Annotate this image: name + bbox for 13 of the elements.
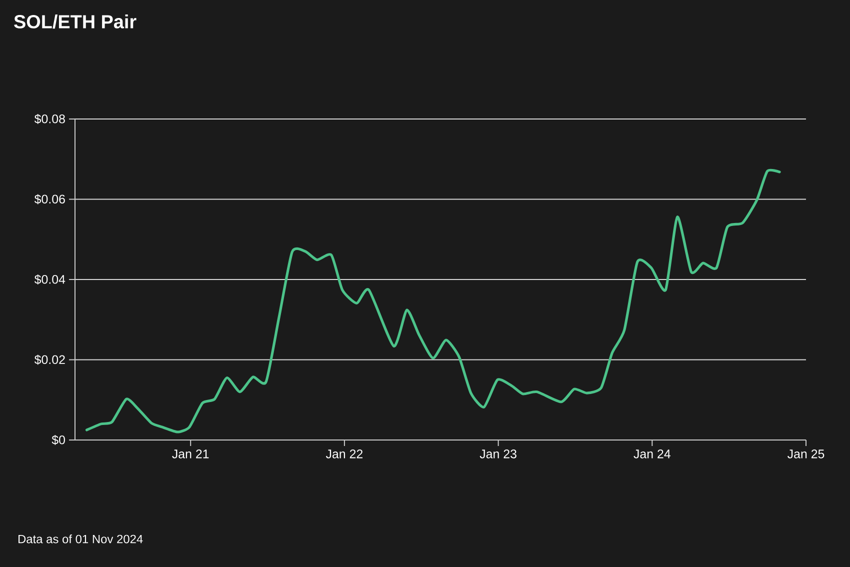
y-tick-label: $0.04: [34, 274, 66, 285]
y-tick-label: $0.08: [34, 114, 65, 124]
x-tick-label: Jan 23: [480, 450, 516, 458]
y-tick-label: $0.02: [34, 354, 65, 365]
y-tick-label: $0: [52, 434, 65, 446]
x-tick-label: Jan 25: [788, 450, 824, 458]
x-tick-label: Jan 24: [634, 450, 670, 458]
x-tick-label: Jan 21: [172, 450, 209, 458]
text: Data as of 01 Nov 2024: [18, 534, 143, 544]
chart-title: SOL/ETH Pair: [14, 14, 136, 29]
x-tick-label: Jan 22: [326, 450, 362, 458]
line-series: [85, 170, 781, 434]
y-tick-label: $0.06: [34, 194, 65, 204]
